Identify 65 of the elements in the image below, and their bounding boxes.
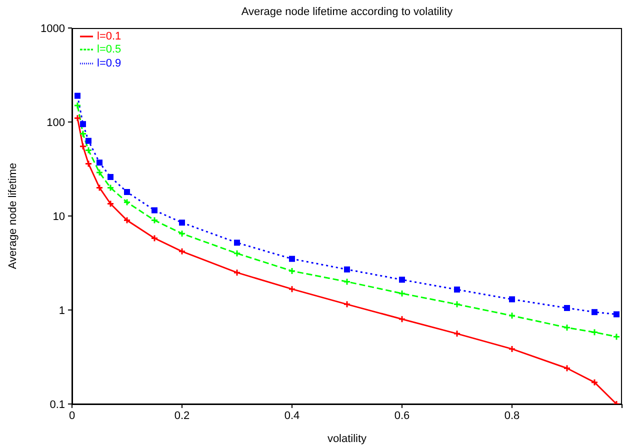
- point: [233, 250, 241, 258]
- point: [343, 300, 351, 308]
- x-tick-label: 0.2: [174, 410, 190, 422]
- y-tick-label: 1000: [40, 22, 65, 35]
- point: [150, 234, 158, 242]
- y-tick-label: 0.1: [50, 398, 65, 411]
- point: [124, 189, 130, 196]
- x-tick-label: 0: [68, 410, 76, 422]
- y-tick-label: 100: [46, 116, 65, 129]
- point: [74, 102, 82, 110]
- point: [563, 364, 571, 372]
- point: [96, 160, 102, 166]
- point: [84, 146, 92, 154]
- point: [398, 315, 406, 323]
- point: [288, 285, 296, 293]
- y-tick-label: 10: [52, 210, 65, 223]
- point: [233, 268, 241, 276]
- point: [398, 290, 406, 298]
- point: [592, 309, 598, 316]
- point: [96, 168, 104, 176]
- point: [178, 248, 186, 256]
- point: [288, 267, 296, 275]
- y-axis-title: Average node lifetime: [6, 162, 19, 270]
- point: [74, 92, 80, 99]
- point: [508, 345, 516, 353]
- point: [80, 121, 86, 128]
- chart-title: Average node lifetime according to volatility: [240, 6, 454, 18]
- x-axis-title: volatility: [327, 433, 368, 445]
- point: [612, 332, 620, 340]
- legend-label: l=0.1: [97, 30, 122, 42]
- point: [86, 138, 92, 144]
- point: [509, 296, 515, 302]
- point: [108, 174, 114, 180]
- point: [289, 256, 295, 262]
- legend-label: l=0.9: [97, 57, 122, 70]
- point: [453, 330, 461, 338]
- point: [179, 220, 185, 226]
- point: [343, 278, 351, 286]
- point: [123, 198, 131, 206]
- point: [106, 184, 114, 192]
- point: [563, 324, 571, 332]
- point: [84, 160, 92, 168]
- point: [508, 312, 516, 320]
- point: [453, 300, 461, 308]
- point: [152, 207, 158, 214]
- point: [79, 130, 87, 138]
- legend-label: l=0.5: [97, 44, 122, 56]
- x-tick-label: 0.8: [504, 410, 520, 422]
- point: [150, 216, 158, 224]
- x-tick-label: 0.6: [394, 410, 410, 422]
- point: [234, 240, 240, 246]
- point: [614, 311, 620, 318]
- point: [564, 305, 570, 312]
- point: [178, 230, 186, 238]
- point: [79, 142, 87, 150]
- point: [454, 286, 460, 293]
- point: [96, 184, 104, 192]
- point: [106, 200, 114, 208]
- point: [399, 276, 405, 283]
- point: [590, 328, 598, 336]
- point: [590, 378, 598, 386]
- x-tick-label: 0.4: [284, 410, 300, 422]
- point: [344, 266, 350, 272]
- point: [123, 216, 131, 224]
- y-tick-label: 1: [58, 304, 65, 317]
